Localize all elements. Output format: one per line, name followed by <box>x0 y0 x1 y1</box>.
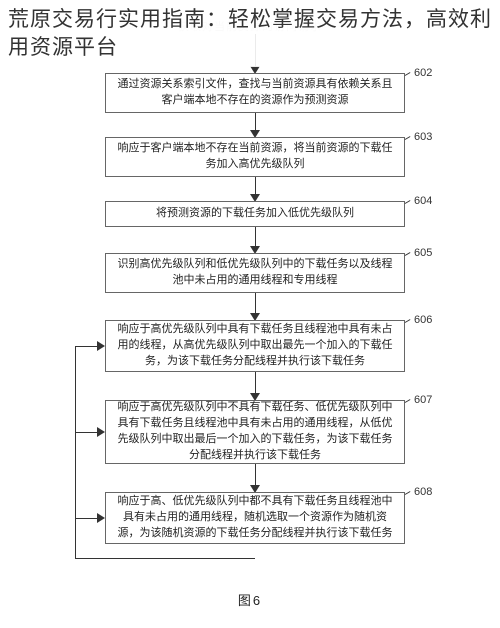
loop-spine <box>75 346 76 558</box>
flow-node-602: 通过资源关系索引文件，查找与当前资源具有依赖关系且客户端本地不存在的资源作为预测… <box>105 73 405 113</box>
flow-node-number: 602 <box>414 67 432 79</box>
flow-arrow <box>255 177 256 195</box>
flow-node-number: 603 <box>414 131 432 143</box>
flow-tick <box>405 491 411 495</box>
page-title: 荒原交易行实用指南：轻松掌握交易方法，高效利用资源平台 <box>0 0 500 67</box>
flow-tick <box>405 136 411 140</box>
flow-node-608: 响应于高、低优先级队列中都不具有下载任务且线程池中具有未占用的通用线程，随机选取… <box>105 492 405 544</box>
flow-node-604: 将预测资源的下载任务加入低优先级队列 <box>105 201 405 227</box>
flow-arrow <box>255 113 256 131</box>
flow-tick <box>405 252 411 256</box>
flow-arrow <box>255 372 256 394</box>
flow-node-number: 605 <box>414 247 432 259</box>
flow-node-606: 响应于高优先级队列中具有下载任务且线程池中具有未占用的线程，从高优先级队列中取出… <box>105 320 405 372</box>
loop-arrow <box>75 346 99 347</box>
flow-node-607: 响应于高优先级队列中不具有下载任务、低优先级队列中具有下载任务且线程池中具有未占… <box>105 400 405 464</box>
flow-node-number: 607 <box>414 394 432 406</box>
flow-node-number: 604 <box>414 195 432 207</box>
flow-node-number: 608 <box>414 486 432 498</box>
flow-tick <box>405 72 411 76</box>
flow-tick <box>405 200 411 204</box>
flow-node-603: 响应于客户端本地不存在当前资源，将当前资源的下载任务加入高优先级队列 <box>105 137 405 177</box>
flow-node-number: 606 <box>414 314 432 326</box>
loop-arrow <box>75 432 99 433</box>
flow-arrow <box>255 464 256 486</box>
flow-tick <box>405 319 411 323</box>
flow-tick <box>405 399 411 403</box>
loop-arrow <box>75 518 99 519</box>
loop-line <box>75 558 255 559</box>
flow-arrow <box>255 293 256 314</box>
flow-node-605: 识别高优先级队列和低优先级队列中的下载任务以及线程池中未占用的通用线程和专用线程 <box>105 253 405 293</box>
flowchart: 通过资源关系索引文件，查找与当前资源具有依赖关系且客户端本地不存在的资源作为预测… <box>0 0 500 628</box>
flow-arrow <box>255 227 256 247</box>
figure-caption: 图6 <box>0 590 500 609</box>
